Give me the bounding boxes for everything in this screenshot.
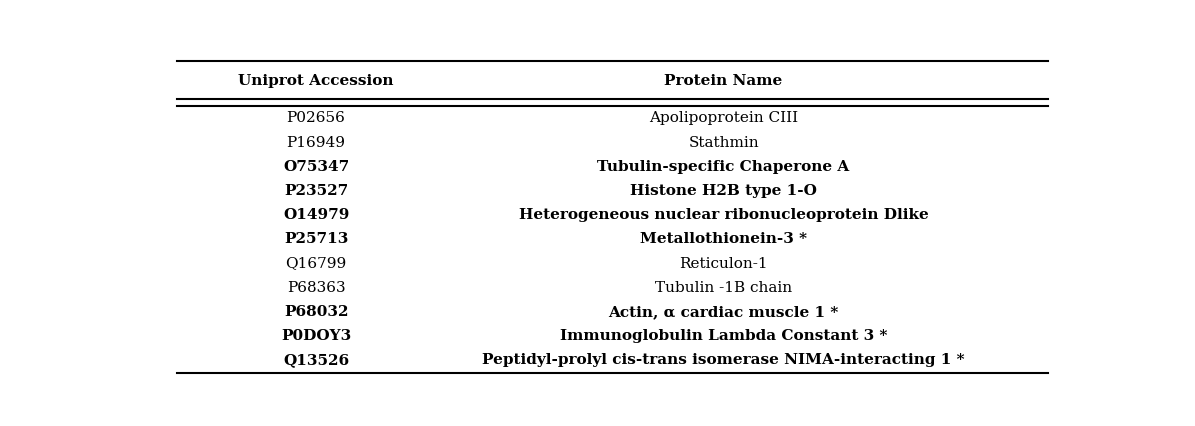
Text: Heterogeneous nuclear ribonucleoprotein Dlike: Heterogeneous nuclear ribonucleoprotein … — [519, 208, 929, 222]
Text: O75347: O75347 — [283, 160, 349, 174]
Text: Tubulin -1B chain: Tubulin -1B chain — [655, 281, 792, 295]
Text: P23527: P23527 — [284, 184, 348, 198]
Text: Apolipoprotein CIII: Apolipoprotein CIII — [649, 111, 798, 125]
Text: Metallothionein-3 *: Metallothionein-3 * — [641, 233, 807, 246]
Text: Actin, α cardiac muscle 1 *: Actin, α cardiac muscle 1 * — [608, 305, 839, 319]
Text: P68363: P68363 — [287, 281, 345, 295]
Text: Protein Name: Protein Name — [664, 74, 783, 88]
Text: Uniprot Accession: Uniprot Accession — [238, 74, 394, 88]
Text: Stathmin: Stathmin — [688, 135, 759, 150]
Text: Immunoglobulin Lambda Constant 3 *: Immunoglobulin Lambda Constant 3 * — [560, 329, 887, 343]
Text: P16949: P16949 — [287, 135, 345, 150]
Text: P68032: P68032 — [284, 305, 348, 319]
Text: O14979: O14979 — [283, 208, 349, 222]
Text: Q13526: Q13526 — [283, 354, 349, 368]
Text: Q16799: Q16799 — [286, 256, 347, 271]
Text: Tubulin-specific Chaperone A: Tubulin-specific Chaperone A — [598, 160, 850, 174]
Text: P25713: P25713 — [284, 233, 348, 246]
Text: Peptidyl-prolyl cis-trans isomerase NIMA-interacting 1 *: Peptidyl-prolyl cis-trans isomerase NIMA… — [483, 354, 964, 368]
Text: P02656: P02656 — [287, 111, 345, 125]
Text: Histone H2B type 1-O: Histone H2B type 1-O — [630, 184, 817, 198]
Text: Reticulon-1: Reticulon-1 — [679, 256, 768, 271]
Text: P0DOY3: P0DOY3 — [281, 329, 351, 343]
